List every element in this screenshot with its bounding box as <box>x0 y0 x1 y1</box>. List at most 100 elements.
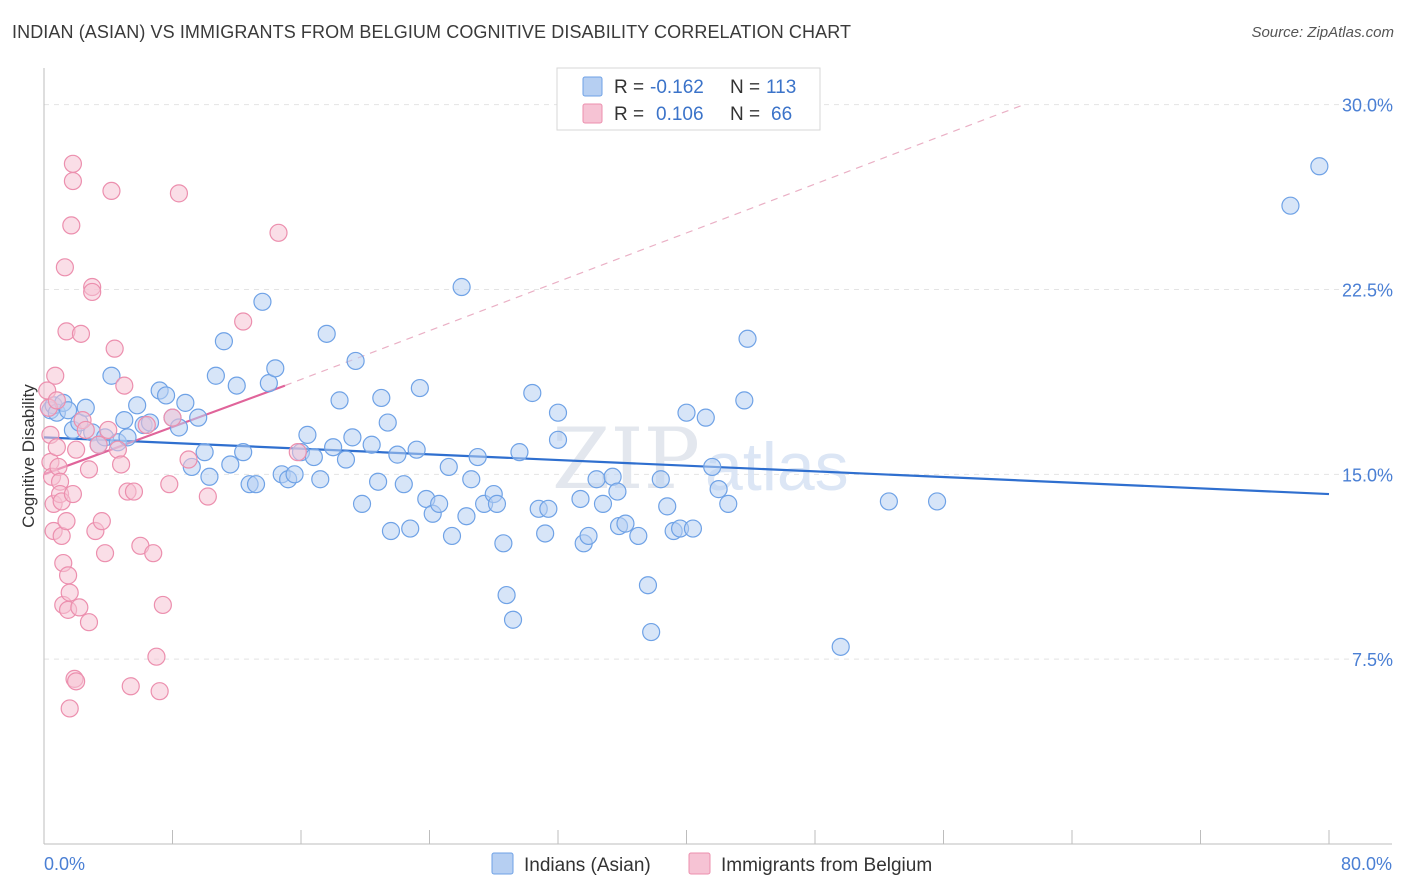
belgium-point-31 <box>70 598 89 617</box>
belgium-point-32 <box>71 324 91 343</box>
indian-point-80 <box>539 499 558 518</box>
belgium-point-25 <box>63 154 83 173</box>
indian-point-13 <box>115 411 134 430</box>
indian-point-39 <box>285 465 304 484</box>
belgium-point-45 <box>105 339 124 358</box>
indian-point-101 <box>696 408 715 427</box>
belgium-point-48 <box>115 376 134 395</box>
belgium-point-35 <box>79 460 99 479</box>
chart-title: INDIAN (ASIAN) VS IMMIGRANTS FROM BELGIU… <box>12 22 852 42</box>
indian-point-66 <box>452 277 471 297</box>
trend-line-indians-asian <box>43 436 1330 496</box>
watermark: ZIP atlas <box>552 410 849 508</box>
legend-n-value-2: 66 <box>771 104 792 125</box>
belgium-point-57 <box>153 595 172 615</box>
legend-swatch-blue <box>582 76 603 97</box>
indian-point-68 <box>462 470 481 489</box>
legend-r-label-1: R = <box>614 77 644 98</box>
indian-point-34 <box>253 292 272 311</box>
indian-point-11 <box>102 366 121 385</box>
belgium-point-36 <box>79 613 99 632</box>
indian-point-106 <box>738 329 757 348</box>
indian-point-83 <box>571 489 590 509</box>
indian-point-41 <box>298 425 317 444</box>
y-tick-label-3: 30.0% <box>1342 96 1393 116</box>
belgium-point-60 <box>169 184 189 203</box>
belgium-point-24 <box>62 216 81 235</box>
indian-point-52 <box>369 472 388 491</box>
belgium-point-30 <box>67 440 86 459</box>
belgium-point-46 <box>108 440 127 459</box>
indian-point-55 <box>381 521 401 541</box>
indian-point-89 <box>608 482 627 501</box>
trend-line-immigrants-belgium <box>43 384 286 476</box>
belgium-point-19 <box>57 512 76 531</box>
legend-r-value-2: 0.106 <box>656 104 704 125</box>
indian-point-47 <box>336 450 356 469</box>
indian-point-82 <box>548 403 568 422</box>
indian-point-58 <box>401 519 420 538</box>
indian-point-104 <box>719 494 738 513</box>
belgium-point-59 <box>163 408 182 427</box>
indian-point-74 <box>497 585 516 605</box>
belgium-point-27 <box>63 484 83 504</box>
indian-point-15 <box>128 396 147 415</box>
series-indians-asian <box>41 157 1329 656</box>
indian-point-100 <box>683 519 703 538</box>
indian-point-48 <box>343 428 362 447</box>
series-immigrants-belgium <box>38 154 307 718</box>
indian-point-29 <box>221 455 240 474</box>
legend-n-label-2: N = <box>730 104 760 125</box>
belgium-point-41 <box>92 512 111 531</box>
belgium-point-7 <box>46 366 65 385</box>
belgium-point-42 <box>95 544 115 563</box>
indian-point-25 <box>195 443 214 462</box>
belgium-point-56 <box>150 682 169 701</box>
indian-point-24 <box>189 408 208 427</box>
x-tick-label-min: 0.0% <box>44 854 85 874</box>
indian-point-85 <box>579 526 598 546</box>
belgium-point-64 <box>269 223 288 242</box>
indian-point-46 <box>330 391 349 410</box>
gridlines <box>44 104 1392 660</box>
trend-lines <box>43 104 1330 496</box>
legend-n-label-1: N = <box>730 77 760 98</box>
y-tick-label-1: 15.0% <box>1342 465 1393 485</box>
indian-point-105 <box>735 391 754 410</box>
belgium-point-55 <box>147 647 166 666</box>
indian-point-59 <box>407 440 426 459</box>
belgium-point-61 <box>179 450 198 469</box>
indian-point-111 <box>1310 157 1329 176</box>
indian-point-75 <box>503 610 523 629</box>
indian-point-30 <box>227 376 246 395</box>
indian-point-72 <box>487 494 507 513</box>
belgium-point-38 <box>83 282 102 302</box>
indian-point-63 <box>430 494 449 513</box>
indian-point-49 <box>346 351 365 371</box>
indian-point-42 <box>304 447 323 467</box>
indian-point-96 <box>658 497 677 516</box>
indian-point-73 <box>494 534 513 553</box>
indian-point-36 <box>266 359 285 378</box>
indian-point-67 <box>457 507 476 526</box>
indian-point-76 <box>510 443 529 462</box>
indian-point-45 <box>324 438 343 457</box>
legend-n-value-1: 113 <box>766 77 796 98</box>
indian-point-57 <box>394 475 413 494</box>
indian-point-95 <box>651 470 670 489</box>
belgium-point-40 <box>89 435 108 454</box>
indian-point-56 <box>388 445 407 464</box>
indian-point-19 <box>156 386 176 405</box>
indian-point-108 <box>879 492 898 511</box>
indian-point-22 <box>176 393 195 412</box>
belgium-point-8 <box>47 391 66 410</box>
legend: R = -0.162 N = 113 R = 0.106 N = 66 <box>556 67 821 131</box>
indian-point-107 <box>831 637 850 656</box>
indian-point-54 <box>378 413 397 432</box>
indian-point-109 <box>927 492 947 511</box>
belgium-point-9 <box>47 438 66 457</box>
bottom-legend-swatch-pink <box>688 852 711 875</box>
indian-point-28 <box>214 332 233 351</box>
bottom-legend-label-pink: Immigrants from Belgium <box>721 855 932 876</box>
